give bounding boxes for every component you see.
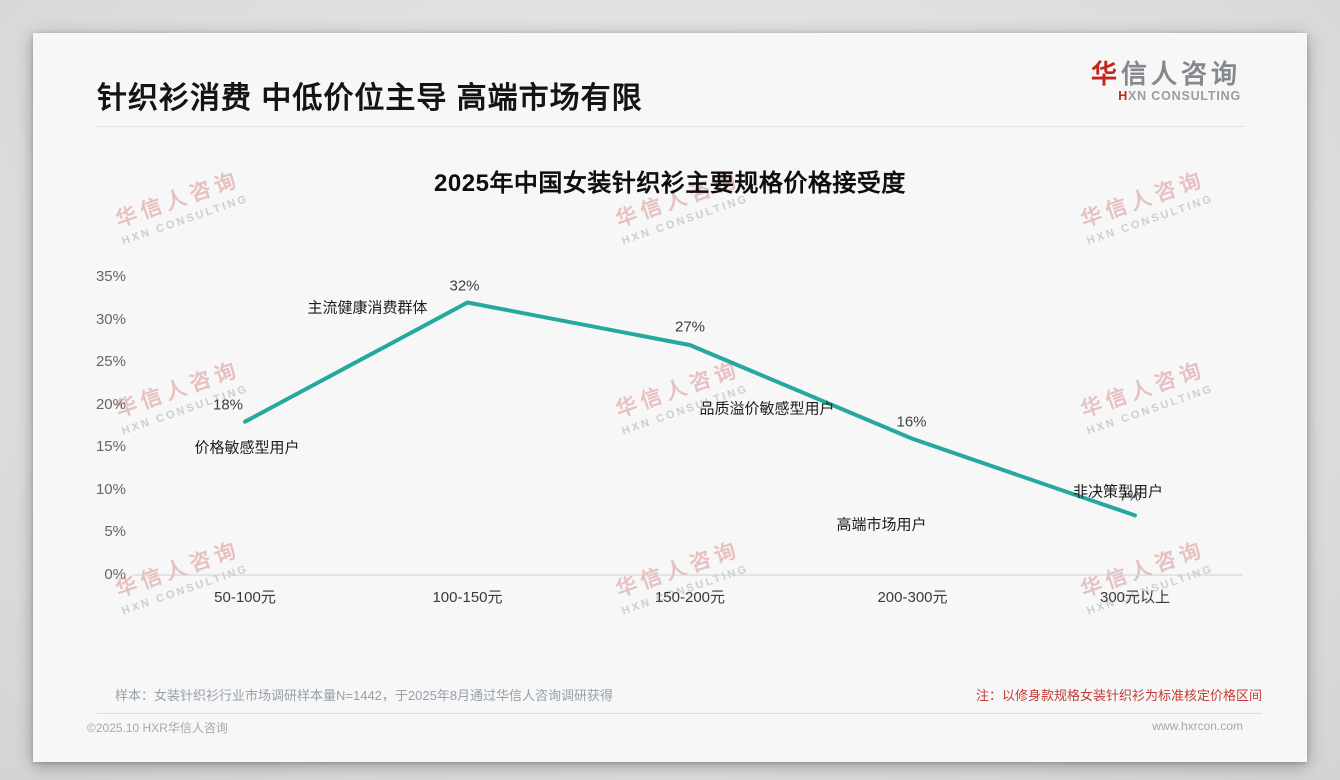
y-axis-tick: 20% [95, 395, 126, 413]
segment-annotation: 价格敏感型用户 [194, 439, 300, 457]
segment-annotation: 品质溢价敏感型用户 [699, 400, 835, 418]
footer-divider [97, 713, 1262, 714]
logo-chinese-text: 华信人咨询 [1090, 59, 1241, 89]
y-axis-tick: 5% [104, 523, 126, 541]
pricing-note: 注：以修身款规格女装针织衫为标准核定价格区间 [975, 688, 1262, 703]
segment-annotation: 非决策型用户 [1072, 483, 1164, 501]
data-point-value: 7% [1119, 487, 1141, 505]
footer-website: www.hxrcon.com [1152, 719, 1243, 733]
chart-title: 2025年中国女装针织衫主要规格价格接受度 [434, 170, 906, 197]
data-point-value: 16% [896, 413, 927, 431]
x-axis-label: 300元以上 [1099, 589, 1171, 606]
x-axis-label: 100-150元 [432, 589, 503, 606]
x-axis-label: 50-100元 [214, 589, 276, 606]
data-point-value: 32% [449, 277, 480, 295]
slide-card: 华信人咨询 HXN CONSULTING 华信人咨询 HXN CONSULTING 华信… [33, 33, 1307, 762]
data-point-value: 27% [674, 318, 706, 336]
segment-annotation: 主流健康消费群体 [307, 299, 428, 317]
trend-line [243, 300, 1137, 518]
x-axis-label: 200-300元 [877, 589, 948, 606]
logo-english-text: HXN CONSULTING [1118, 89, 1241, 103]
data-point-value: 18% [212, 396, 244, 414]
header-divider [97, 126, 1245, 127]
segment-annotation: 高端市场用户 [836, 516, 927, 534]
page-title: 针织衫消费 中低价位主导 高端市场有限 [97, 82, 643, 115]
chart-area: 35% 30% 25% 20% 15% 10% 5% 0% 50-100元 100-150元 150… [33, 33, 1307, 762]
x-axis-label: 150-200元 [654, 589, 726, 606]
y-axis-tick: 0% [104, 566, 126, 583]
y-axis-tick: 25% [95, 353, 126, 371]
y-axis-tick: 35% [95, 268, 126, 285]
footer-copyright: ©2025.10 HXR华信人咨询 [87, 721, 228, 735]
y-axis-tick: 30% [95, 310, 126, 328]
sample-note: 样本：女装针织衫行业市场调研样本量N=1442，于2025年8月通过华信人咨询调… [115, 688, 614, 703]
company-logo: 华信人咨询 HXN CONSULTING [1091, 59, 1241, 104]
y-axis-tick: 15% [95, 438, 126, 456]
chart-canvas [133, 300, 1243, 576]
y-axis-tick: 10% [95, 480, 126, 498]
